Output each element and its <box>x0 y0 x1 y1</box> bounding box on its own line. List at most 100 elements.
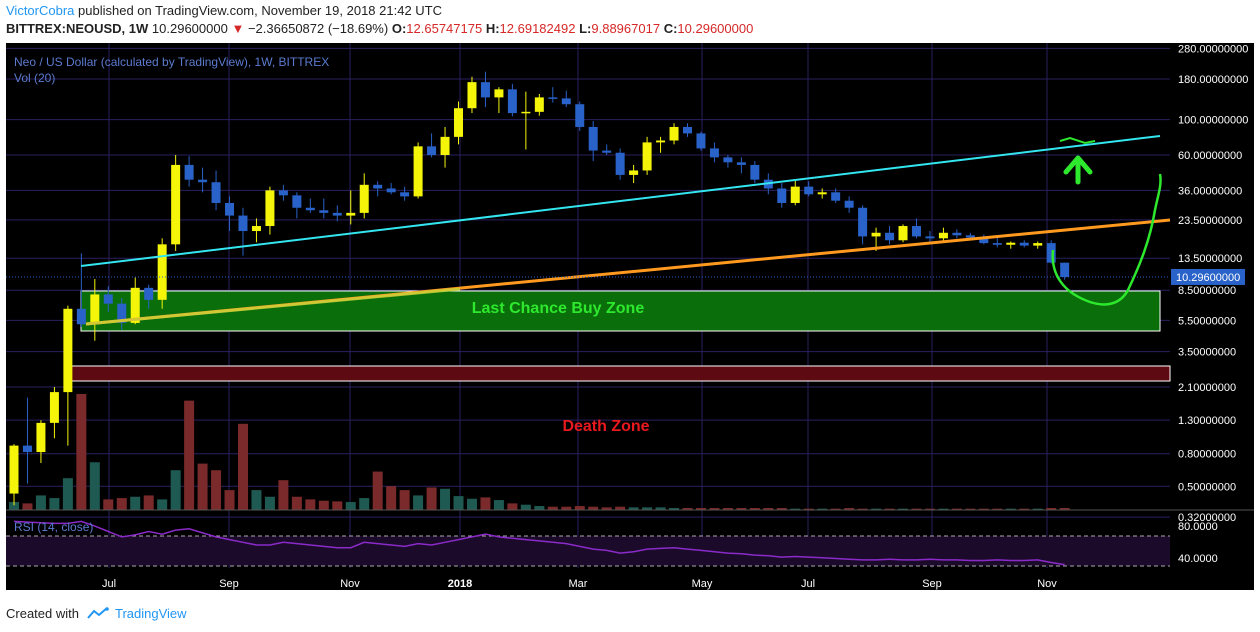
candle-body <box>790 186 800 203</box>
candle-body <box>588 126 598 151</box>
time-axis[interactable] <box>6 568 1254 590</box>
volume-bar <box>965 508 976 510</box>
tradingview-link[interactable]: TradingView <box>114 606 187 621</box>
rsi-tick-label: 80.0000 <box>1178 521 1218 533</box>
volume-bar <box>184 400 195 510</box>
projection-curve <box>1051 173 1162 306</box>
candle-body <box>90 294 100 325</box>
time-tick-label: Nov <box>340 578 360 590</box>
volume-bar <box>237 423 248 510</box>
volume-bar <box>830 508 841 510</box>
price-axis[interactable] <box>1170 43 1254 568</box>
candle-body <box>804 186 814 195</box>
volume-bar <box>76 394 87 510</box>
candle-body <box>373 184 383 189</box>
candle-body <box>898 226 908 241</box>
close-value: 10.29600000 <box>677 21 754 36</box>
candle-body <box>9 445 19 494</box>
volume-bar <box>547 506 558 510</box>
volume-bar <box>911 508 922 510</box>
green-projection <box>1051 136 1162 306</box>
volume-bar <box>924 508 935 510</box>
candle-body <box>871 232 881 237</box>
cyan-trendline <box>80 135 1161 267</box>
author-link[interactable]: VictorCobra <box>6 3 75 18</box>
candle-body <box>723 157 733 163</box>
volume-bar <box>318 500 329 510</box>
candle-body <box>952 232 962 236</box>
volume-bar <box>211 470 222 510</box>
candle-body <box>400 192 410 197</box>
price-tick-label: 2.10000000 <box>1178 382 1236 394</box>
volume-bar <box>763 508 774 510</box>
candle-body <box>709 148 719 158</box>
candle-body <box>885 232 895 241</box>
candle-body <box>413 146 423 197</box>
volume-bar <box>642 507 653 510</box>
time-tick-labels: Jul Sep Nov 2018 Mar May Jul Sep Nov <box>102 578 1057 590</box>
volume-bar <box>507 503 518 510</box>
price-tick-label: 0.50000000 <box>1178 481 1236 493</box>
volume-bar <box>790 508 801 510</box>
volume-bar <box>844 508 855 510</box>
candle-body <box>1006 242 1016 245</box>
price-tick-label: 0.80000000 <box>1178 449 1236 461</box>
low-label: L: <box>579 21 592 36</box>
candle-body <box>817 192 827 195</box>
candle-body <box>427 146 437 156</box>
volume-bar <box>197 463 208 510</box>
candle-body <box>467 82 477 109</box>
volume-bar <box>157 499 168 510</box>
volume-bar <box>857 508 868 510</box>
target-mark <box>1059 136 1096 145</box>
volume-bar <box>22 503 33 510</box>
up-arrow-icon <box>1063 155 1093 185</box>
price-tick-label: 36.00000000 <box>1178 185 1242 197</box>
candle-body <box>844 200 854 208</box>
volume-bar <box>749 508 760 510</box>
candle-body <box>292 195 302 208</box>
price-change: −2.36650872 (−18.69%) <box>247 21 389 36</box>
candle-body <box>238 215 248 232</box>
volume-bar <box>884 508 895 510</box>
candle-body <box>265 190 275 227</box>
volume-bar <box>224 490 235 510</box>
volume-bar <box>143 495 154 510</box>
price-tick-label: 23.50000000 <box>1178 215 1242 227</box>
volume-bar <box>534 506 545 510</box>
candle-body <box>992 243 1002 245</box>
volume-label: Vol (20) <box>14 71 55 85</box>
change-down-icon: ▼ <box>231 21 245 36</box>
volume-bar <box>35 495 46 510</box>
candle-body <box>561 98 571 105</box>
candle-body <box>736 162 746 165</box>
volume-bar <box>399 490 410 510</box>
volume-bar <box>49 498 60 510</box>
volume-bar <box>103 499 114 510</box>
volume-bar <box>628 507 639 510</box>
current-price-tag: 10.29600000 <box>1171 268 1245 285</box>
volume-bar <box>682 508 693 510</box>
volume-bar <box>278 480 289 510</box>
candle-body <box>346 212 356 216</box>
footer: Created with TradingView <box>6 606 187 622</box>
volume-bar <box>669 508 680 510</box>
death-zone <box>67 365 1171 382</box>
tradingview-logo-icon[interactable] <box>87 607 109 622</box>
volume-bar <box>695 508 706 510</box>
candle-body <box>534 97 544 112</box>
time-tick-label: May <box>692 578 713 590</box>
price-tick-label: 13.50000000 <box>1178 253 1242 265</box>
volume-bar <box>709 508 720 510</box>
price-tick-label: 280.00000000 <box>1178 43 1248 55</box>
candle-body <box>251 226 261 232</box>
price-tag-text: 10.29600000 <box>1176 272 1240 284</box>
price-tick-label: 0.32000000 <box>1178 512 1236 524</box>
volume-bar <box>561 506 572 510</box>
price-chart[interactable]: 280.00000000 180.00000000 100.00000000 60.0… <box>0 40 1260 600</box>
volume-bar <box>1019 508 1030 510</box>
volume-bar <box>372 471 383 510</box>
candle-body <box>49 392 59 423</box>
candle-body <box>386 188 396 193</box>
candle-body <box>1060 262 1070 277</box>
